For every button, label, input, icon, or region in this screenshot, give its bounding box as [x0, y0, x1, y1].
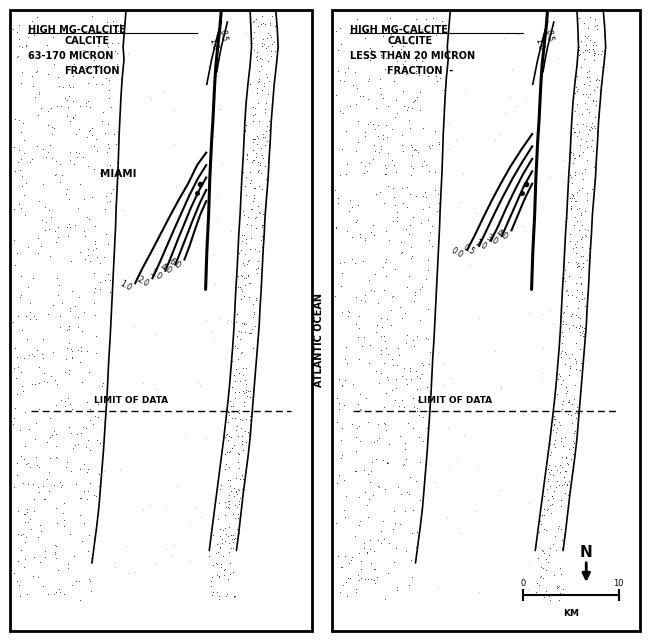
Text: 1.0: 1.0 [533, 37, 545, 51]
Text: FRACTION: FRACTION [64, 65, 120, 76]
Text: 3.0: 3.0 [148, 267, 163, 281]
Text: 0.5: 0.5 [462, 243, 476, 256]
Text: FRACTION  -: FRACTION - [387, 65, 453, 76]
Text: 10: 10 [614, 579, 624, 588]
Text: 0.0: 0.0 [450, 246, 465, 260]
Text: 1.0: 1.0 [473, 238, 488, 252]
Text: LIMIT OF DATA: LIMIT OF DATA [418, 395, 492, 404]
Text: CALCITE: CALCITE [387, 36, 432, 46]
Text: LIMIT OF DATA: LIMIT OF DATA [94, 395, 168, 404]
Text: HIGH MG-CALCITE: HIGH MG-CALCITE [28, 25, 125, 35]
Text: 2.0: 2.0 [135, 275, 150, 289]
Text: KM: KM [563, 609, 578, 618]
Text: 3.0: 3.0 [484, 233, 499, 247]
Text: N: N [580, 545, 593, 560]
Text: 0: 0 [520, 579, 526, 588]
Text: 6.0: 6.0 [167, 257, 183, 271]
Text: MIAMI: MIAMI [100, 169, 136, 179]
Text: 0.5: 0.5 [543, 29, 554, 42]
Text: 4.0: 4.0 [158, 262, 174, 276]
Text: HIGH MG-CALCITE: HIGH MG-CALCITE [350, 25, 448, 35]
Text: 1.0: 1.0 [207, 37, 219, 51]
Text: 1.0: 1.0 [118, 279, 133, 293]
Text: 4.0: 4.0 [495, 228, 510, 242]
Text: 63-170 MICRON: 63-170 MICRON [28, 51, 113, 62]
Text: 0.5: 0.5 [217, 29, 228, 42]
Text: LESS THAN 20 MICRON: LESS THAN 20 MICRON [350, 51, 475, 62]
Text: ATLANTIC OCEAN: ATLANTIC OCEAN [313, 293, 324, 387]
Text: CALCITE: CALCITE [64, 36, 109, 46]
